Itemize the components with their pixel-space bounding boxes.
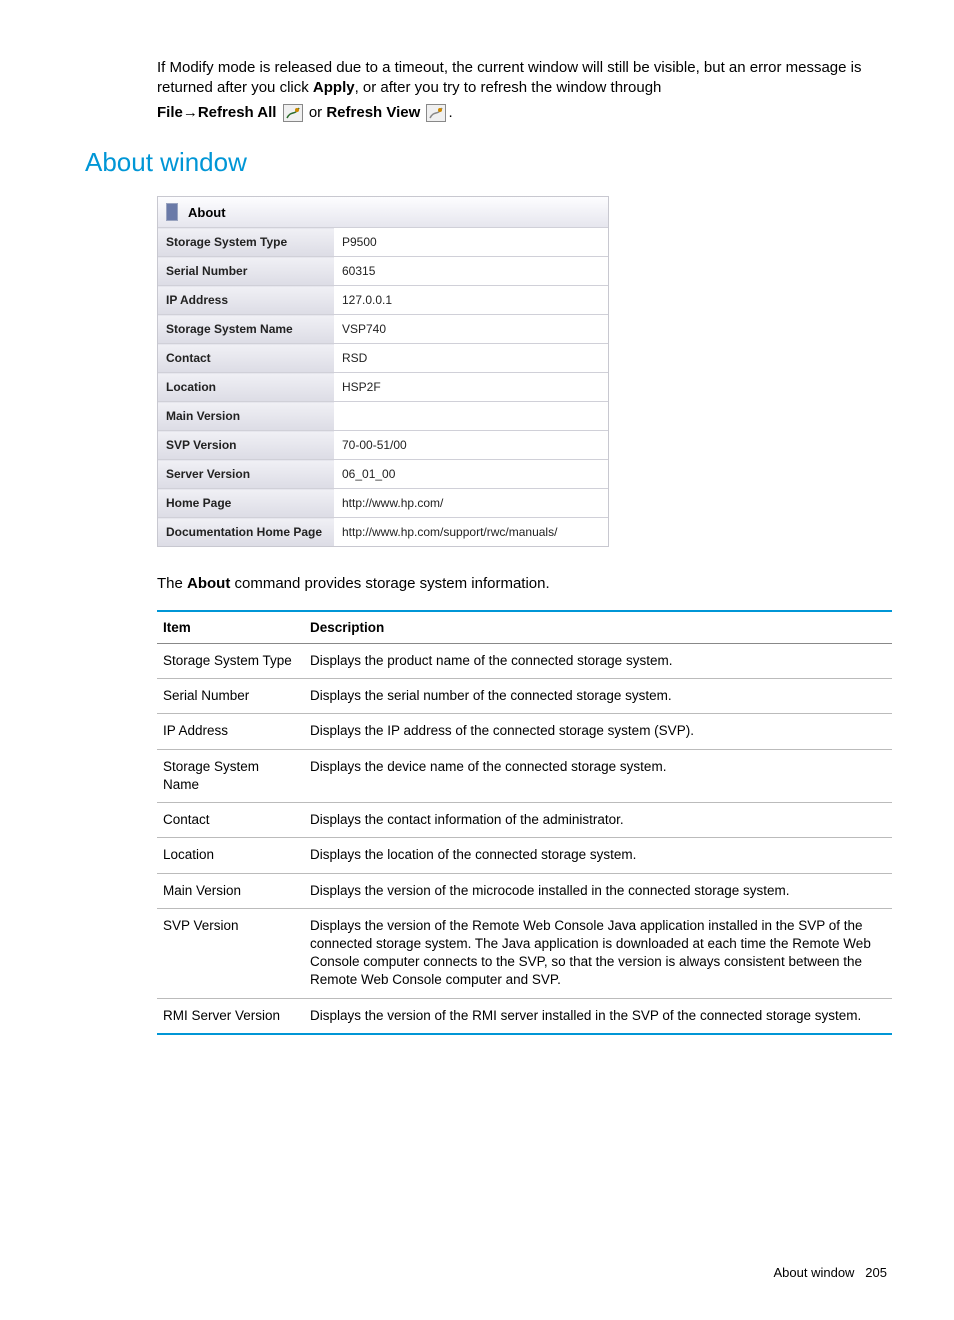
about-panel-title: About xyxy=(188,205,226,220)
table-row: Serial NumberDisplays the serial number … xyxy=(157,679,892,714)
table-row: SVP VersionDisplays the version of the R… xyxy=(157,908,892,998)
period: . xyxy=(448,104,452,121)
header-accent-bar xyxy=(166,203,178,221)
about-row: ContactRSD xyxy=(158,344,608,373)
about-row: Storage System NameVSP740 xyxy=(158,315,608,344)
about-row-value: http://www.hp.com/ xyxy=(334,489,608,518)
about-row-label: IP Address xyxy=(158,286,334,315)
description-cell: Displays the location of the connected s… xyxy=(304,838,892,873)
description-cell: Displays the contact information of the … xyxy=(304,803,892,838)
about-row: Main Version xyxy=(158,402,608,431)
file-label: File xyxy=(157,104,183,121)
intro-text-b: , or after you try to refresh the window… xyxy=(355,79,662,96)
description-cell: Displays the version of the Remote Web C… xyxy=(304,908,892,998)
description-cell: Displays the device name of the connecte… xyxy=(304,749,892,802)
about-row-value xyxy=(334,402,608,431)
about-row-label: Server Version xyxy=(158,460,334,489)
item-cell: RMI Server Version xyxy=(157,998,304,1034)
table-row: LocationDisplays the location of the con… xyxy=(157,838,892,873)
about-row-label: Storage System Type xyxy=(158,228,334,257)
about-row: Server Version06_01_00 xyxy=(158,460,608,489)
table-row: ContactDisplays the contact information … xyxy=(157,803,892,838)
about-row-label: Contact xyxy=(158,344,334,373)
col-header-item: Item xyxy=(157,611,304,644)
about-row-value: 60315 xyxy=(334,257,608,286)
intro-line-2: File→Refresh All or Refresh View . xyxy=(157,101,889,125)
refresh-all-icon xyxy=(283,104,303,122)
item-cell: Storage System Type xyxy=(157,644,304,679)
description-table: Item Description Storage System TypeDisp… xyxy=(157,610,892,1035)
refresh-view-label: Refresh View xyxy=(326,104,420,121)
apply-label: Apply xyxy=(313,79,355,96)
item-cell: Contact xyxy=(157,803,304,838)
about-row-value: P9500 xyxy=(334,228,608,257)
arrow: → xyxy=(183,104,198,121)
intro-paragraph: If Modify mode is released due to a time… xyxy=(157,58,889,97)
about-table: Storage System TypeP9500Serial Number603… xyxy=(158,227,608,546)
about-desc-b: command provides storage system informat… xyxy=(230,575,549,592)
table-row: IP AddressDisplays the IP address of the… xyxy=(157,714,892,749)
page-footer: About window 205 xyxy=(85,1265,889,1280)
description-cell: Displays the version of the microcode in… xyxy=(304,873,892,908)
item-cell: Location xyxy=(157,838,304,873)
about-row-label: SVP Version xyxy=(158,431,334,460)
description-cell: Displays the IP address of the connected… xyxy=(304,714,892,749)
about-row: SVP Version70-00-51/00 xyxy=(158,431,608,460)
footer-label: About window xyxy=(774,1265,855,1280)
about-row-value: http://www.hp.com/support/rwc/manuals/ xyxy=(334,518,608,547)
about-row: Storage System TypeP9500 xyxy=(158,228,608,257)
col-header-description: Description xyxy=(304,611,892,644)
about-row: Home Pagehttp://www.hp.com/ xyxy=(158,489,608,518)
about-row: IP Address127.0.0.1 xyxy=(158,286,608,315)
table-row: RMI Server VersionDisplays the version o… xyxy=(157,998,892,1034)
item-cell: SVP Version xyxy=(157,908,304,998)
about-row-label: Serial Number xyxy=(158,257,334,286)
about-row-value: 06_01_00 xyxy=(334,460,608,489)
about-row: Serial Number60315 xyxy=(158,257,608,286)
refresh-all-label: Refresh All xyxy=(198,104,277,121)
or-text: or xyxy=(305,104,327,121)
item-cell: Main Version xyxy=(157,873,304,908)
about-row-value: RSD xyxy=(334,344,608,373)
about-row: Documentation Home Pagehttp://www.hp.com… xyxy=(158,518,608,547)
table-row: Storage System TypeDisplays the product … xyxy=(157,644,892,679)
about-row-label: Location xyxy=(158,373,334,402)
about-row-label: Home Page xyxy=(158,489,334,518)
about-row-value: 127.0.0.1 xyxy=(334,286,608,315)
about-row-label: Main Version xyxy=(158,402,334,431)
description-cell: Displays the version of the RMI server i… xyxy=(304,998,892,1034)
table-row: Main VersionDisplays the version of the … xyxy=(157,873,892,908)
item-cell: Storage System Name xyxy=(157,749,304,802)
about-row: LocationHSP2F xyxy=(158,373,608,402)
about-row-value: 70-00-51/00 xyxy=(334,431,608,460)
about-desc-bold: About xyxy=(187,575,230,592)
about-row-value: VSP740 xyxy=(334,315,608,344)
description-cell: Displays the product name of the connect… xyxy=(304,644,892,679)
about-description: The About command provides storage syste… xyxy=(157,575,889,592)
refresh-view-icon xyxy=(426,104,446,122)
description-cell: Displays the serial number of the connec… xyxy=(304,679,892,714)
footer-page-number: 205 xyxy=(865,1265,887,1280)
about-row-label: Documentation Home Page xyxy=(158,518,334,547)
about-panel-header: About xyxy=(158,197,608,227)
about-row-label: Storage System Name xyxy=(158,315,334,344)
section-heading: About window xyxy=(85,147,889,178)
item-cell: Serial Number xyxy=(157,679,304,714)
about-desc-a: The xyxy=(157,575,187,592)
table-row: Storage System NameDisplays the device n… xyxy=(157,749,892,802)
about-panel: About Storage System TypeP9500Serial Num… xyxy=(157,196,609,547)
item-cell: IP Address xyxy=(157,714,304,749)
about-row-value: HSP2F xyxy=(334,373,608,402)
